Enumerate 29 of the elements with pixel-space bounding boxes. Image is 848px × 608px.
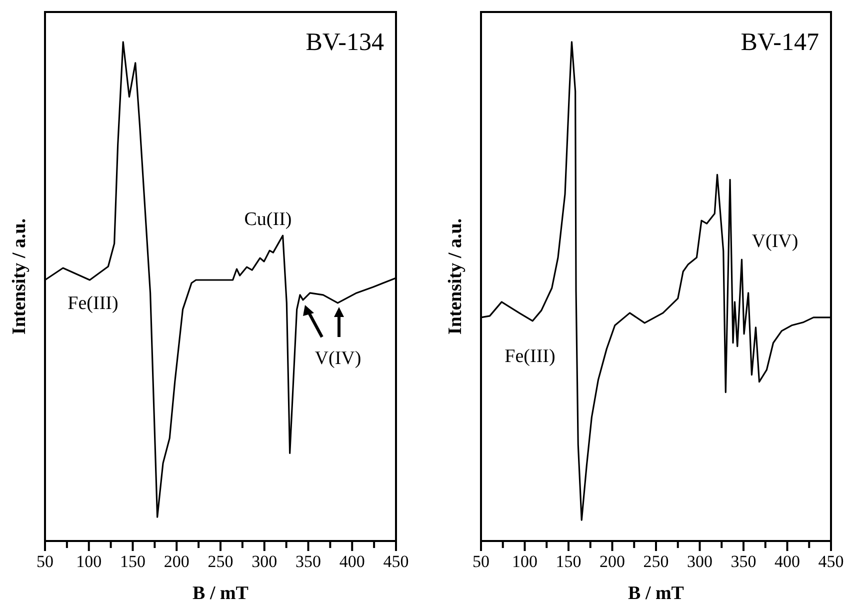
x-axis-title: B / mT (628, 583, 684, 604)
annotation: Cu(II) (244, 209, 292, 230)
x-tick-label: 100 (76, 552, 102, 571)
x-tick-label: 50 (472, 552, 490, 571)
x-tick-label: 350 (730, 552, 756, 571)
annotation: V(IV) (752, 231, 798, 252)
x-axis-title: B / mT (192, 583, 249, 604)
x-tick-label: 200 (600, 552, 625, 571)
x-tick-label: 400 (774, 552, 800, 571)
x-tick-label: 100 (512, 552, 538, 571)
x-tick-label: 250 (643, 552, 669, 571)
y-axis-title: Intensity / a.u. (445, 218, 466, 335)
y-axis-title: Intensity / a.u. (9, 218, 30, 335)
x-tick-label: 450 (383, 552, 409, 571)
x-tick-label: 300 (687, 552, 712, 571)
chart-title: BV-134 (306, 29, 384, 56)
x-tick-label: 300 (252, 552, 278, 571)
annotation: V(IV) (314, 348, 362, 369)
x-tick-label: 450 (818, 552, 844, 571)
chart-title: BV-147 (740, 29, 819, 56)
x-tick-label: 250 (208, 552, 234, 571)
x-tick-label: 150 (120, 552, 146, 571)
x-tick-label: 400 (339, 552, 365, 571)
annotation: Fe(III) (68, 293, 118, 314)
x-tick-label: 350 (296, 552, 321, 571)
x-tick-label: 200 (164, 552, 190, 571)
x-tick-label: 150 (556, 552, 582, 571)
x-tick-label: 50 (36, 552, 54, 571)
annotation: Fe(III) (504, 346, 556, 367)
